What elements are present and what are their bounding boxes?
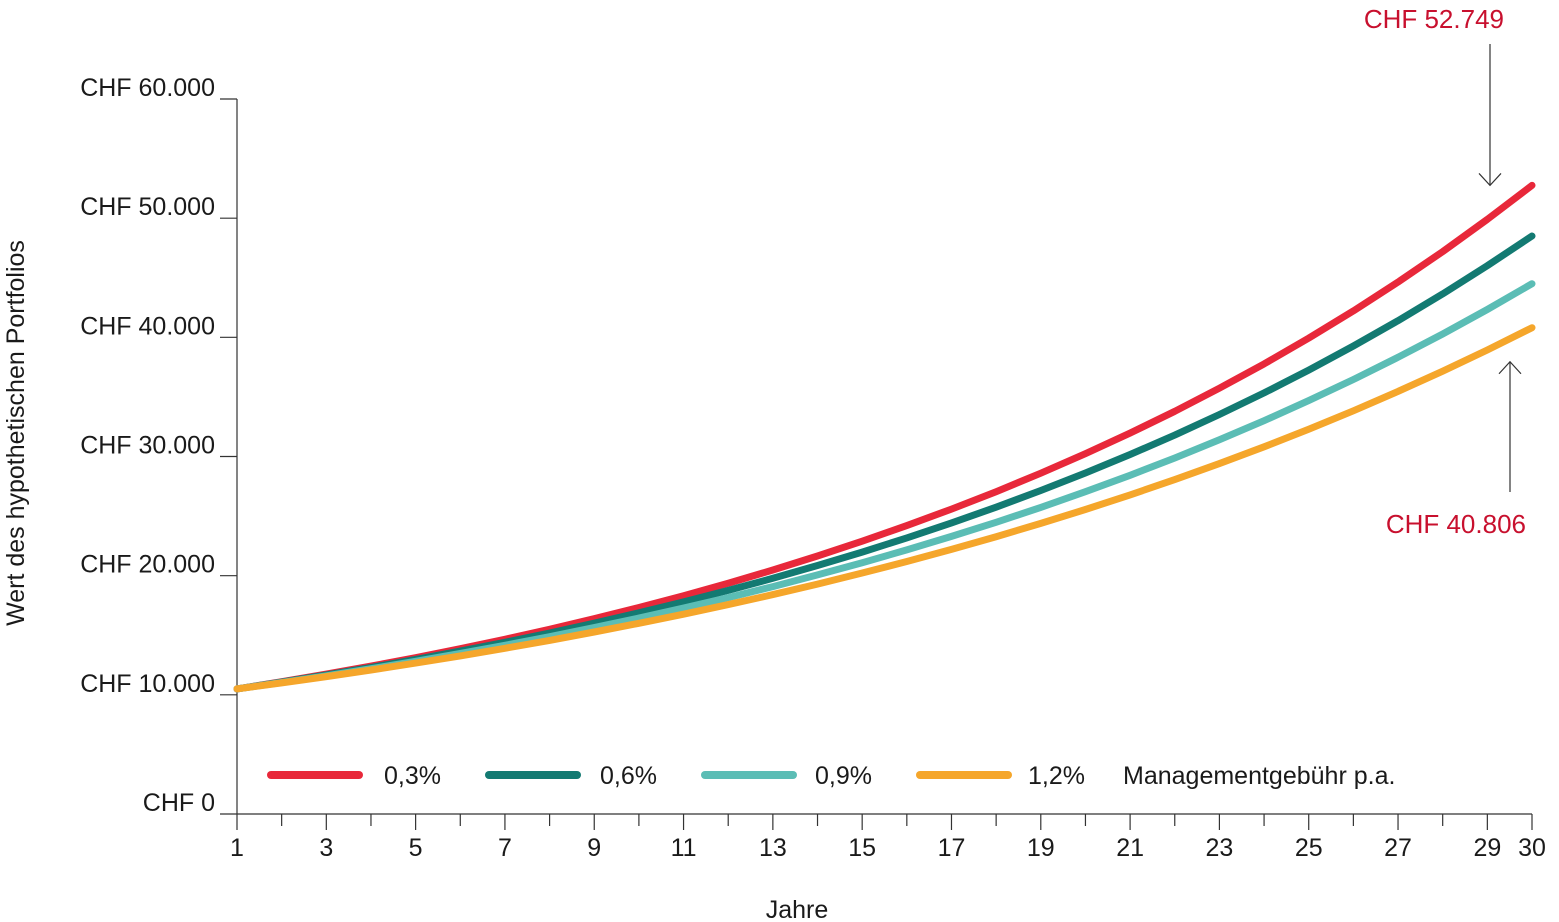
y-tick-label: CHF 10.000 (80, 670, 215, 698)
annotation-label: CHF 52.749 (1364, 4, 1504, 34)
y-tick-label: CHF 60.000 (80, 74, 215, 102)
annotation-arrowhead (1498, 360, 1522, 375)
x-tick-label: 23 (1206, 834, 1234, 862)
legend-label: 0,9% (815, 762, 872, 790)
series-line-3 (233, 280, 1536, 693)
y-axis: CHF 0 CHF 10.000 CHF 20.000 CHF 30.000 CHF 4… (80, 74, 238, 817)
x-tick-label: 11 (671, 834, 697, 862)
x-axis-title: Jahre (766, 896, 829, 922)
y-tick-label: CHF 50.000 (80, 193, 215, 221)
x-tick-label: 25 (1295, 834, 1323, 862)
y-tick-label: CHF 40.000 (80, 312, 215, 340)
x-tick-label: 13 (759, 834, 787, 862)
x-tick-label: 5 (409, 834, 423, 862)
x-tick-label: 15 (848, 834, 876, 862)
x-tick-label: 30 (1518, 834, 1546, 862)
annotation-label: CHF 40.806 (1386, 509, 1526, 539)
legend-label: 1,2% (1028, 762, 1085, 790)
annotations: CHF 52.749 CHF 40.806 (1364, 4, 1526, 539)
x-tick-label: 17 (938, 834, 966, 862)
series-line-1 (233, 181, 1536, 693)
x-tick-label: 19 (1027, 834, 1055, 862)
x-tick-label: 7 (498, 834, 512, 862)
y-axis-title: Wert des hypothetischen Portfolios (2, 240, 30, 626)
series-line-2 (233, 232, 1536, 693)
legend-suffix: Managementgebühr p.a. (1123, 762, 1395, 790)
y-tick-label: CHF 30.000 (80, 432, 215, 460)
x-tick-label: 27 (1384, 834, 1412, 862)
legend-label: 0,6% (600, 762, 657, 790)
series-lines (233, 181, 1536, 693)
x-axis: 1 3 5 7 9 11 13 15 17 19 21 23 25 27 29 30 (230, 813, 1546, 862)
series-line-4 (233, 324, 1536, 693)
y-tick-label: CHF 20.000 (80, 551, 215, 579)
y-tick-label: CHF 0 (143, 789, 215, 817)
x-tick-label: 21 (1116, 834, 1144, 862)
legend: 0,3% 0,6% 0,9% 1,2% Managementgebühr p.a. (267, 762, 1395, 790)
x-tick-label: 29 (1473, 834, 1501, 862)
x-tick-label: 1 (230, 834, 244, 862)
annotation-arrowhead (1478, 173, 1502, 187)
legend-label: 0,3% (384, 762, 441, 790)
x-tick-label: 3 (319, 834, 333, 862)
x-tick-label: 9 (587, 834, 601, 862)
